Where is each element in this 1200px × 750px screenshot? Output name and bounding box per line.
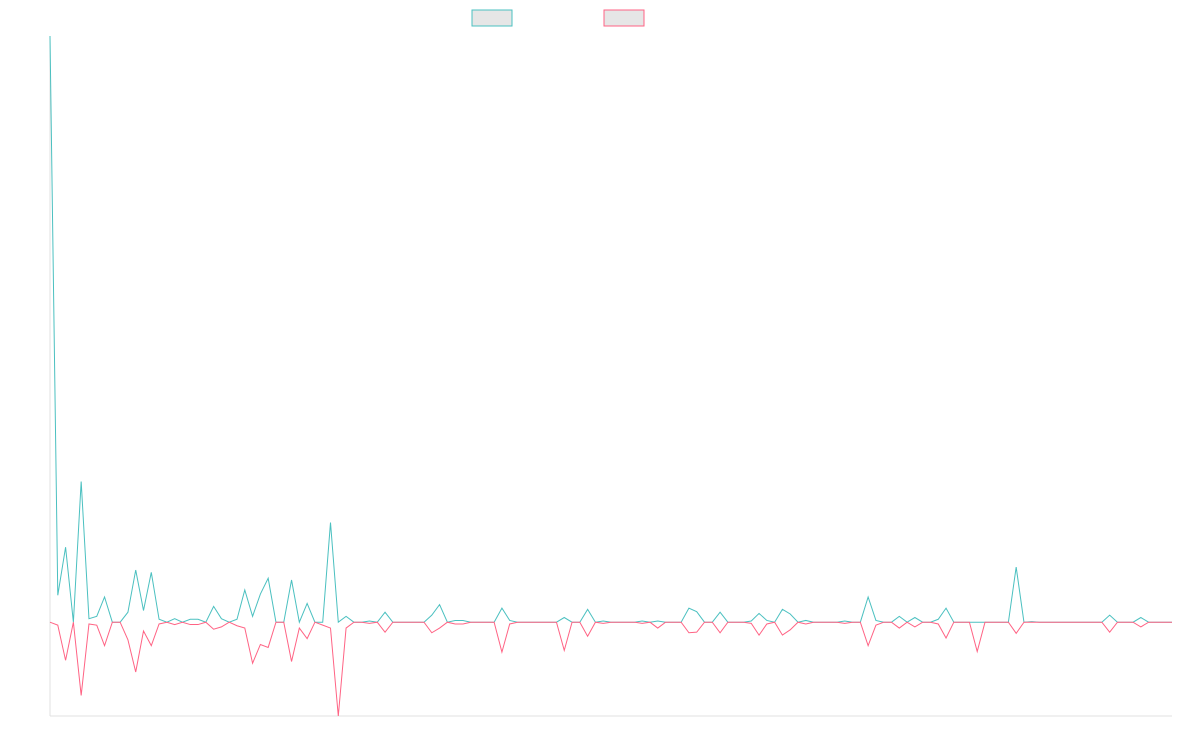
line-series bbox=[49, 35, 1172, 624]
line-series bbox=[49, 621, 1172, 717]
legend-swatch bbox=[471, 9, 513, 27]
legend-swatch bbox=[603, 9, 645, 27]
